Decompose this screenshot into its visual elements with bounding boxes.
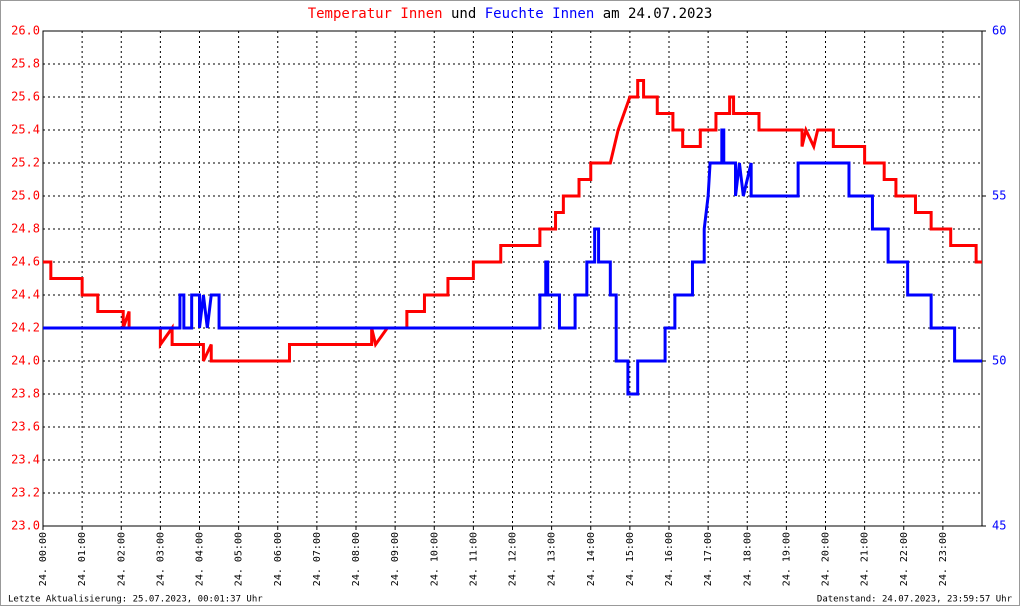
footer-left: Letzte Aktualisierung: 25.07.2023, 00:01…	[8, 595, 263, 605]
x-tick-label: 24. 16:00	[664, 532, 675, 586]
x-tick-label: 24. 15:00	[625, 532, 636, 586]
y2-tick-label: 45	[992, 519, 1006, 533]
title-series-2: Feuchte Innen	[485, 6, 595, 22]
x-tick-label: 24. 02:00	[116, 532, 127, 586]
chart-title: Temperatur Innen und Feuchte Innen am 24…	[308, 6, 713, 22]
y-tick-label: 25.6	[11, 90, 40, 104]
y-tick-label: 25.4	[11, 123, 40, 137]
title-joiner: und	[451, 6, 476, 22]
y-tick-label: 23.0	[11, 519, 40, 533]
y-tick-label: 23.6	[11, 420, 40, 434]
data-line	[43, 128, 982, 396]
x-tick-label: 24. 03:00	[155, 532, 166, 586]
x-tick-label: 24. 22:00	[899, 532, 910, 586]
title-series-1: Temperatur Innen	[308, 6, 443, 22]
x-tick-label: 24. 12:00	[508, 532, 519, 586]
x-tick-label: 24. 14:00	[586, 532, 597, 586]
x-tick-label: 24. 20:00	[821, 532, 832, 586]
y-tick-label: 25.8	[11, 57, 40, 71]
y-tick-label: 23.2	[11, 486, 40, 500]
x-tick-label: 24. 01:00	[77, 532, 88, 586]
x-tick-label: 24. 04:00	[195, 532, 206, 586]
y-tick-label: 26.0	[11, 24, 40, 38]
x-tick-label: 24. 05:00	[234, 532, 245, 586]
x-tick-label: 24. 06:00	[273, 532, 284, 586]
x-tick-label: 24. 09:00	[390, 532, 401, 586]
y-tick-label: 24.6	[11, 255, 40, 269]
x-tick-label: 24. 11:00	[468, 532, 479, 586]
y-tick-label: 25.0	[11, 189, 40, 203]
data-line	[43, 79, 982, 363]
x-tick-label: 24. 17:00	[703, 532, 714, 586]
plot-border	[42, 30, 983, 527]
y-tick-label: 24.8	[11, 222, 40, 236]
y2-tick-label: 55	[992, 189, 1006, 203]
x-tick-label: 24. 07:00	[312, 532, 323, 586]
x-tick-label: 24. 00:00	[38, 532, 49, 586]
x-tick-label: 24. 08:00	[351, 532, 362, 586]
y-tick-label: 24.0	[11, 354, 40, 368]
y-tick-label: 24.2	[11, 321, 40, 335]
y-tick-label: 23.4	[11, 453, 40, 467]
y2-tick-label: 60	[992, 24, 1006, 38]
footer-right: Datenstand: 24.07.2023, 23:59:57 Uhr	[817, 595, 1013, 605]
x-tick-label: 24. 21:00	[860, 532, 871, 586]
x-tick-label: 24. 19:00	[781, 532, 792, 586]
x-tick-label: 24. 23:00	[938, 532, 949, 586]
x-tick-label: 24. 18:00	[742, 532, 753, 586]
y-tick-label: 24.4	[11, 288, 40, 302]
title-suffix: am 24.07.2023	[603, 6, 713, 22]
y-tick-label: 23.8	[11, 387, 40, 401]
y2-tick-label: 50	[992, 354, 1006, 368]
x-tick-label: 24. 10:00	[429, 532, 440, 586]
x-tick-label: 24. 13:00	[547, 532, 558, 586]
y-tick-label: 25.2	[11, 156, 40, 170]
